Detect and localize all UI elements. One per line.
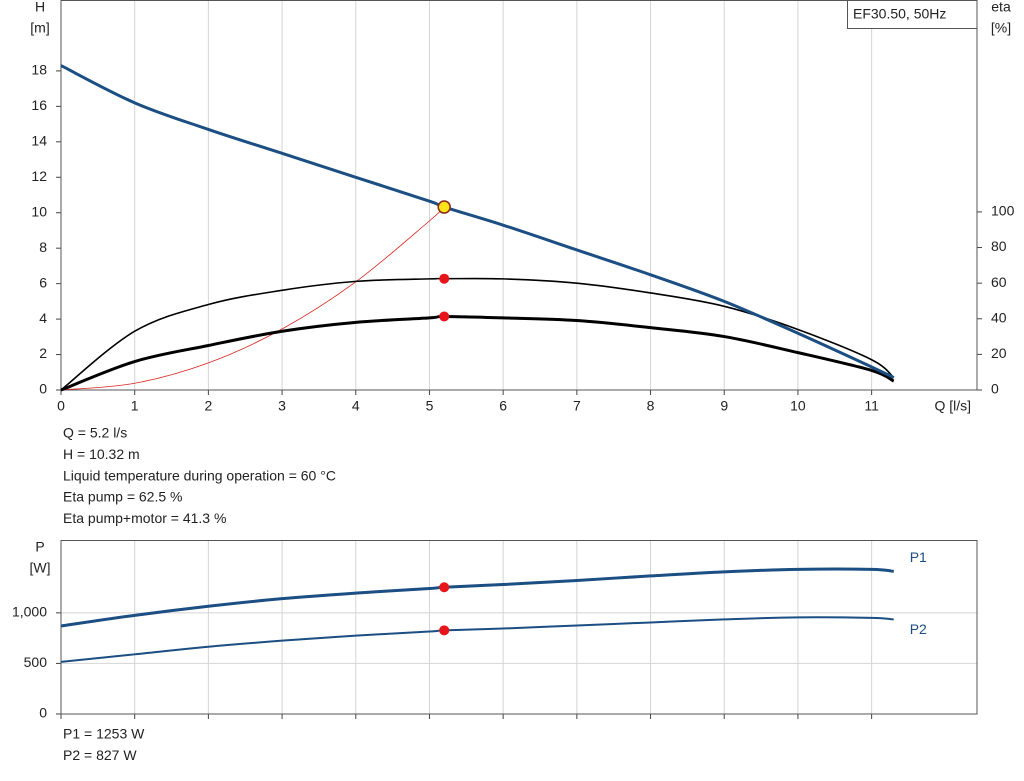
duty-point: [439, 582, 450, 593]
y-axis-label: [W]: [30, 560, 51, 576]
y-tick-label: 12: [31, 168, 47, 184]
y-tick-label: 500: [24, 654, 48, 670]
y2-tick-label: 100: [991, 203, 1015, 219]
y-tick-label: 6: [39, 274, 47, 290]
x-tick-label: 8: [647, 398, 655, 414]
title-box: [847, 0, 978, 29]
curve: [60, 314, 895, 392]
y-tick-label: 0: [39, 705, 47, 721]
y-tick-label: 1,000: [12, 604, 47, 620]
readout: Liquid temperature during operation = 60…: [63, 467, 336, 483]
x-tick-label: 6: [499, 398, 507, 414]
x-tick-label: 1: [131, 398, 139, 414]
curve: [60, 206, 445, 391]
x-tick-label: 10: [790, 398, 806, 414]
series-label: P2: [910, 621, 927, 637]
x-tick-label: 5: [426, 398, 434, 414]
readout: Eta pump = 62.5 %: [63, 489, 182, 505]
y-axis-label: P: [35, 539, 44, 555]
y2-axis-label: eta: [991, 0, 1011, 15]
x-axis-label: Q [l/s]: [934, 398, 971, 414]
curve: [60, 64, 895, 379]
duty-point: [439, 273, 450, 284]
y-axis-label: [m]: [30, 20, 49, 36]
curve: [60, 567, 894, 628]
plot-frame: [60, 540, 978, 715]
y-tick-label: 0: [39, 381, 47, 397]
readout: P2 = 827 W: [63, 747, 137, 763]
x-tick-label: 7: [573, 398, 581, 414]
readout: Q = 5.2 l/s: [63, 425, 127, 441]
y-tick-label: 8: [39, 239, 47, 255]
readout: P1 = 1253 W: [63, 726, 145, 742]
y-tick-label: 18: [31, 62, 47, 78]
curve: [60, 277, 895, 391]
y-tick-label: 4: [39, 310, 47, 326]
y2-tick-label: 60: [991, 274, 1007, 290]
curve: [60, 616, 894, 663]
y2-tick-label: 0: [991, 381, 999, 397]
y2-tick-label: 80: [991, 238, 1007, 254]
x-tick-label: 3: [278, 398, 286, 414]
readout: H = 10.32 m: [63, 446, 140, 462]
duty-point: [439, 625, 450, 636]
y-tick-label: 16: [31, 97, 47, 113]
y-tick-label: 2: [39, 345, 47, 361]
x-tick-label: 11: [864, 398, 879, 414]
y2-axis-label: [%]: [991, 20, 1011, 36]
readout: Eta pump+motor = 41.3 %: [63, 510, 226, 526]
y2-tick-label: 20: [991, 345, 1007, 361]
y-tick-label: 14: [31, 133, 47, 149]
plot-frame: [60, 0, 978, 391]
x-tick-label: 4: [352, 398, 360, 414]
duty-point: [437, 200, 451, 214]
duty-point: [439, 311, 450, 322]
y-axis-label: H: [35, 0, 45, 15]
x-tick-label: 9: [720, 398, 728, 414]
series-label: P1: [910, 549, 927, 565]
y-tick-label: 10: [31, 203, 47, 219]
y2-tick-label: 40: [991, 309, 1007, 325]
x-label-bg: [944, 398, 976, 416]
x-tick-label: 0: [57, 398, 65, 414]
x-tick-label: 2: [204, 398, 212, 414]
chart-title: EF30.50, 50Hz: [853, 6, 946, 22]
